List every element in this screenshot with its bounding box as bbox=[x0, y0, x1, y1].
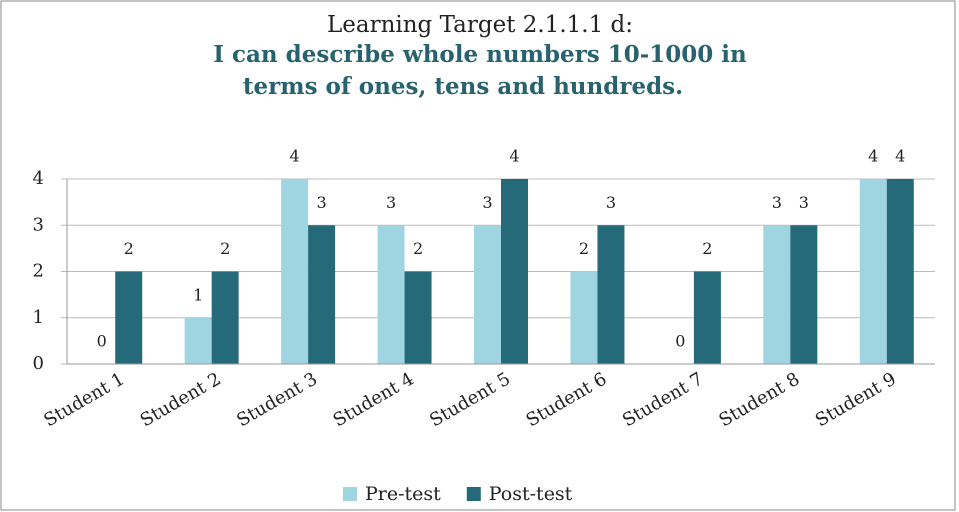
bar bbox=[184, 317, 212, 364]
legend-swatch bbox=[343, 487, 357, 501]
data-label: 4 bbox=[290, 147, 300, 166]
data-label: 3 bbox=[799, 193, 809, 212]
bar bbox=[474, 225, 501, 364]
bar bbox=[115, 271, 143, 364]
data-label: 3 bbox=[386, 193, 396, 212]
data-label: 2 bbox=[579, 239, 589, 258]
y-tick-label: 0 bbox=[33, 353, 44, 374]
chart-subtitle: I can describe whole numbers 10-1000 in bbox=[213, 41, 747, 68]
data-label: 4 bbox=[895, 147, 905, 166]
data-label: 0 bbox=[675, 332, 685, 351]
bar bbox=[377, 225, 405, 364]
data-label: 2 bbox=[220, 239, 230, 258]
data-label: 3 bbox=[482, 193, 492, 212]
bar bbox=[886, 179, 914, 364]
data-label: 4 bbox=[868, 147, 878, 166]
bar bbox=[790, 225, 818, 364]
legend-label: Post-test bbox=[489, 483, 573, 505]
data-label: 2 bbox=[124, 239, 134, 258]
legend-swatch bbox=[466, 487, 481, 501]
y-tick-label: 4 bbox=[33, 168, 44, 189]
data-label: 3 bbox=[317, 193, 327, 212]
data-label: 4 bbox=[509, 147, 519, 166]
bar bbox=[763, 225, 791, 364]
data-label: 0 bbox=[97, 332, 107, 351]
bar bbox=[281, 179, 309, 364]
chart-title: Learning Target 2.1.1.1 d: bbox=[327, 12, 633, 38]
data-label: 3 bbox=[772, 193, 782, 212]
legend-label: Pre-test bbox=[365, 483, 441, 505]
data-label: 2 bbox=[413, 239, 423, 258]
data-label: 2 bbox=[702, 239, 712, 258]
bar bbox=[501, 179, 528, 364]
chart-subtitle: terms of ones, tens and hundreds. bbox=[243, 73, 683, 100]
data-label: 1 bbox=[193, 285, 203, 304]
bar bbox=[404, 271, 432, 364]
bar bbox=[570, 271, 598, 364]
bar bbox=[693, 271, 721, 364]
data-label: 3 bbox=[606, 193, 616, 212]
bar bbox=[859, 179, 887, 364]
bar bbox=[211, 271, 239, 364]
y-tick-label: 3 bbox=[33, 214, 44, 235]
y-tick-label: 2 bbox=[33, 261, 44, 282]
bar bbox=[308, 225, 336, 364]
bar bbox=[597, 225, 625, 364]
y-tick-label: 1 bbox=[33, 307, 44, 328]
